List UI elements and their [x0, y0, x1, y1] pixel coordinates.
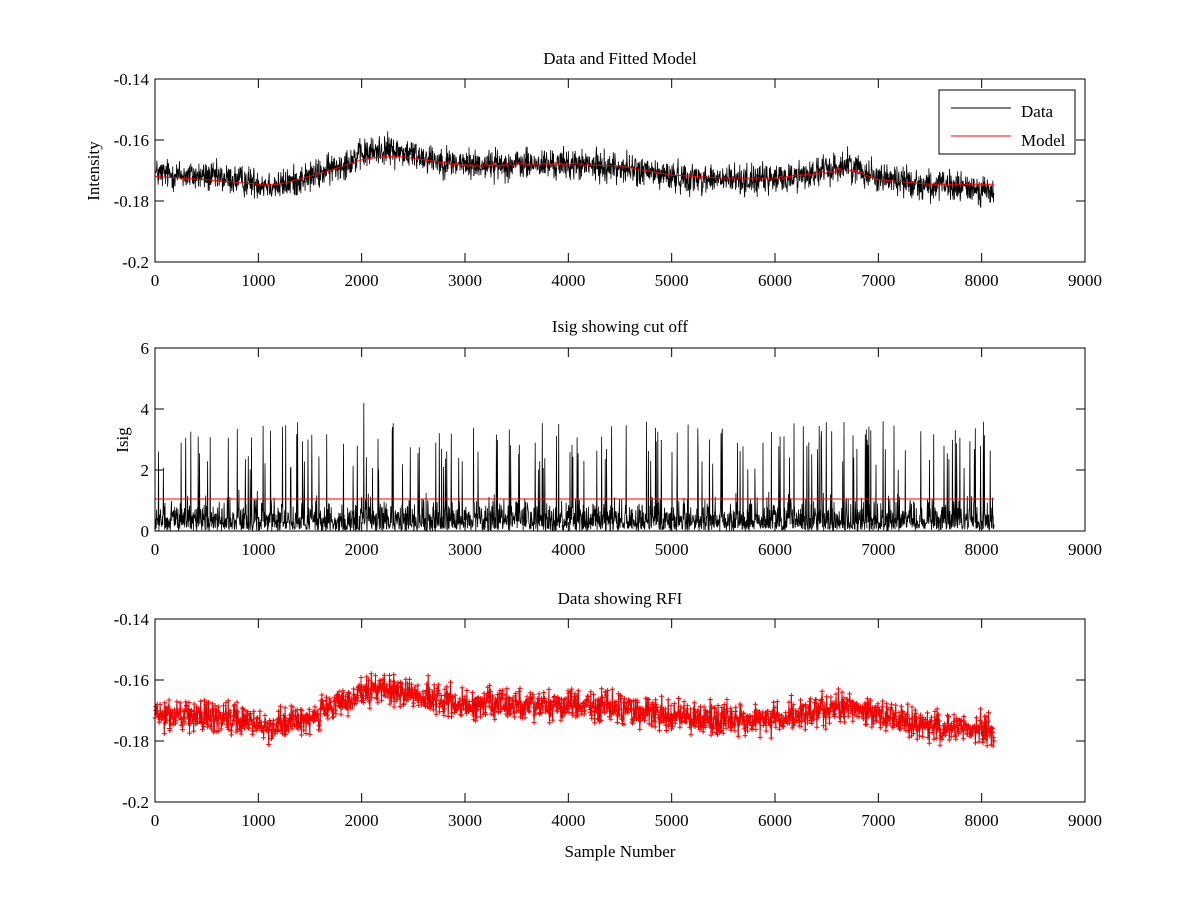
x-tick-label: 7000 — [861, 540, 895, 559]
y-axis-label: Isig — [113, 427, 132, 453]
x-tick-label: 5000 — [655, 271, 689, 290]
y-ticks: -0.14 -0.16 -0.18 -0.2 — [114, 70, 1085, 272]
x-tick-label: 8000 — [965, 811, 999, 830]
axes-frame — [154, 347, 1086, 532]
chart-title: Data showing RFI — [558, 589, 683, 608]
x-tick-label: 1000 — [241, 271, 275, 290]
subplot-data-showing-rfi: Data showing RFI 0 1000 2000 3000 4000 5000 60… — [114, 589, 1102, 861]
x-tick-label: 3000 — [448, 271, 482, 290]
x-tick-label: 6000 — [758, 540, 792, 559]
y-tick-label: -0.18 — [114, 732, 149, 751]
y-ticks: 0 2 4 6 — [141, 339, 1085, 541]
y-tick-label: 0 — [141, 522, 150, 541]
x-tick-label: 3000 — [448, 540, 482, 559]
y-tick-label: 4 — [141, 400, 150, 419]
x-tick-label: 4000 — [551, 540, 585, 559]
x-tick-label: 1000 — [241, 811, 275, 830]
legend-box — [938, 89, 1076, 155]
legend-label-model: Model — [1021, 131, 1066, 150]
chart-title: Isig showing cut off — [552, 317, 688, 336]
x-ticks: 0 1000 2000 3000 4000 5000 6000 7000 8000 9000 — [151, 79, 1102, 290]
legend-label-data: Data — [1021, 102, 1054, 121]
y-tick-label: -0.2 — [122, 253, 149, 272]
y-tick-label: 6 — [141, 339, 150, 358]
y-tick-label: -0.16 — [114, 671, 149, 690]
x-tick-label: 8000 — [965, 271, 999, 290]
series-layer — [152, 671, 997, 749]
x-tick-label: 0 — [151, 540, 160, 559]
x-tick-label: 7000 — [861, 271, 895, 290]
y-tick-label: 2 — [141, 461, 150, 480]
rfi-markers — [152, 671, 997, 749]
x-tick-label: 0 — [151, 271, 160, 290]
x-tick-label: 4000 — [551, 271, 585, 290]
y-axis-label: Intensity — [84, 141, 103, 201]
y-tick-label: -0.18 — [114, 192, 149, 211]
chart-title: Data and Fitted Model — [543, 49, 697, 68]
x-tick-label: 3000 — [448, 811, 482, 830]
legend: Data Model — [938, 89, 1076, 155]
x-tick-label: 9000 — [1068, 811, 1102, 830]
axes-frame — [154, 78, 1086, 263]
data-series-line — [154, 131, 995, 208]
subplot-isig-cut-off: Isig showing cut off Isig 0 1000 2000 3000 4… — [113, 317, 1102, 559]
x-axis-label: Sample Number — [565, 842, 676, 861]
y-ticks: -0.14 -0.16 -0.18 -0.2 — [114, 610, 1085, 812]
y-tick-label: -0.14 — [114, 70, 150, 89]
x-tick-label: 4000 — [551, 811, 585, 830]
x-tick-label: 2000 — [345, 271, 379, 290]
y-tick-label: -0.16 — [114, 131, 149, 150]
x-tick-label: 2000 — [345, 540, 379, 559]
x-tick-label: 1000 — [241, 540, 275, 559]
subplot-data-and-fitted-model: Data and Fitted Model Intensity 0 1000 200… — [84, 49, 1102, 290]
x-tick-label: 0 — [151, 811, 160, 830]
y-tick-label: -0.14 — [114, 610, 150, 629]
x-ticks: 0 1000 2000 3000 4000 5000 6000 7000 8000 9000 — [151, 619, 1102, 830]
x-tick-label: 6000 — [758, 271, 792, 290]
x-tick-label: 5000 — [655, 540, 689, 559]
model-series-line — [154, 156, 995, 185]
series-layer — [154, 131, 995, 208]
x-ticks: 0 1000 2000 3000 4000 5000 6000 7000 8000 9000 — [151, 348, 1102, 559]
x-tick-label: 5000 — [655, 811, 689, 830]
x-tick-label: 9000 — [1068, 271, 1102, 290]
series-layer — [154, 402, 995, 532]
axes-frame — [154, 618, 1086, 803]
y-tick-label: -0.2 — [122, 793, 149, 812]
x-tick-label: 2000 — [345, 811, 379, 830]
x-tick-label: 7000 — [861, 811, 895, 830]
x-tick-label: 9000 — [1068, 540, 1102, 559]
x-tick-label: 8000 — [965, 540, 999, 559]
isig-series-line — [154, 402, 995, 532]
x-tick-label: 6000 — [758, 811, 792, 830]
